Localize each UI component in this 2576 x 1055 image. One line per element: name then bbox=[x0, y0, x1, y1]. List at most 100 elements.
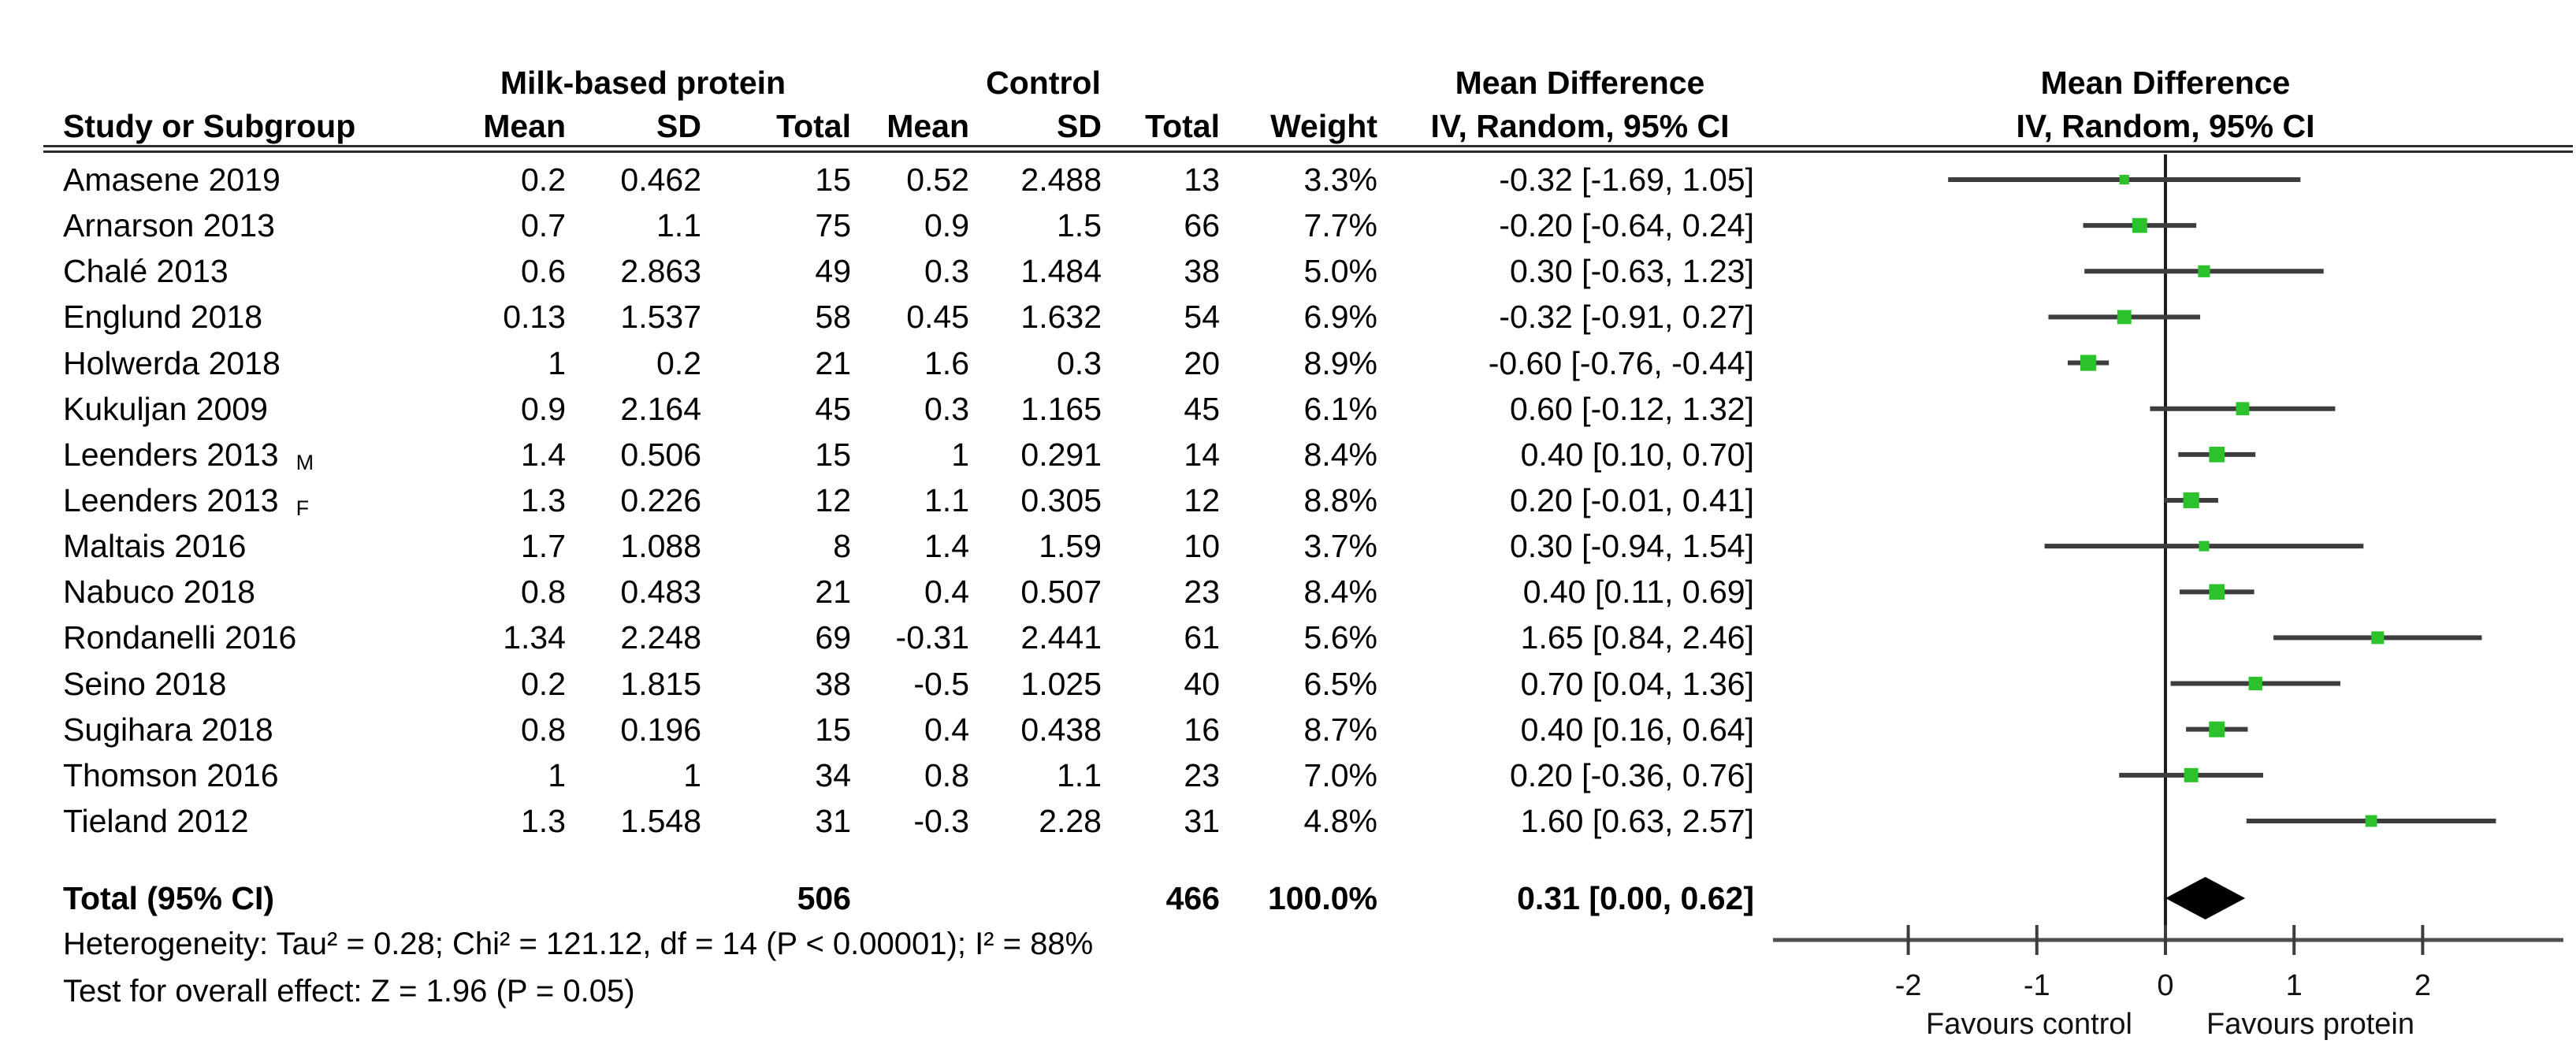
cell-total2: 23 bbox=[1184, 574, 1220, 610]
cell-sd1: 2.164 bbox=[620, 391, 701, 427]
cell-total2: 13 bbox=[1184, 162, 1220, 198]
cell-ci: 0.20 [-0.36, 0.76] bbox=[1509, 757, 1754, 793]
cell-sd1: 2.248 bbox=[620, 619, 701, 656]
study-name: Maltais 2016 bbox=[63, 528, 247, 564]
cell-weight: 3.7% bbox=[1303, 528, 1377, 564]
study-name: Amasene 2019 bbox=[63, 162, 281, 198]
point-estimate-marker bbox=[2198, 265, 2210, 277]
cell-ci: -0.20 [-0.64, 0.24] bbox=[1499, 207, 1754, 243]
cell-ci: 0.70 [0.04, 1.36] bbox=[1520, 666, 1754, 702]
cell-mean1: 0.13 bbox=[503, 299, 566, 335]
cell-mean2: 0.45 bbox=[906, 299, 969, 335]
cell-mean2: 1.4 bbox=[924, 528, 969, 564]
cell-mean1: 1 bbox=[548, 345, 566, 381]
study-subgroup-suffix: F bbox=[296, 496, 310, 520]
cell-total1: 15 bbox=[815, 162, 851, 198]
cell-total1: 75 bbox=[815, 207, 851, 243]
study-name: Seino 2018 bbox=[63, 666, 227, 702]
cell-ci: -0.32 [-0.91, 0.27] bbox=[1499, 299, 1754, 335]
cell-mean1: 0.2 bbox=[521, 162, 566, 198]
cell-mean2: 0.3 bbox=[924, 391, 969, 427]
cell-mean2: 0.8 bbox=[924, 757, 969, 793]
favours-left-label: Favours control bbox=[1926, 1008, 2132, 1041]
cell-total1: 21 bbox=[815, 345, 851, 381]
cell-mean2: 0.4 bbox=[924, 574, 969, 610]
cell-sd2: 0.438 bbox=[1020, 711, 1102, 748]
study-name: Holwerda 2018 bbox=[63, 345, 281, 381]
column-header-sd-protein: SD bbox=[656, 108, 701, 144]
cell-total1: 45 bbox=[815, 391, 851, 427]
cell-weight: 6.1% bbox=[1303, 391, 1377, 427]
cell-ci: -0.60 [-0.76, -0.44] bbox=[1488, 345, 1754, 381]
point-estimate-marker bbox=[2132, 217, 2147, 233]
header-rule-bottom bbox=[43, 150, 2573, 153]
cell-total1: 49 bbox=[815, 253, 851, 289]
md-text-column-header-line2: IV, Random, 95% CI bbox=[1430, 108, 1730, 144]
cell-sd2: 1.632 bbox=[1020, 299, 1102, 335]
cell-sd2: 1.484 bbox=[1020, 253, 1102, 289]
point-estimate-marker bbox=[2236, 402, 2250, 416]
cell-ci: 0.40 [0.11, 0.69] bbox=[1522, 574, 1754, 610]
study-name: Arnarson 2013 bbox=[63, 207, 275, 243]
cell-sd2: 1.025 bbox=[1020, 666, 1102, 702]
heterogeneity-note: Heterogeneity: Tau² = 0.28; Chi² = 121.1… bbox=[63, 927, 1094, 961]
md-plot-column-header-line2: IV, Random, 95% CI bbox=[2016, 108, 2315, 144]
axis-tick-label: 2 bbox=[2414, 969, 2431, 1002]
cell-mean1: 0.6 bbox=[521, 253, 566, 289]
total-row-label: Total (95% CI) bbox=[63, 880, 275, 916]
axis-tick-label: -1 bbox=[2024, 969, 2050, 1002]
cell-sd2: 0.3 bbox=[1057, 345, 1102, 381]
cell-weight: 7.7% bbox=[1303, 207, 1377, 243]
cell-total2: 40 bbox=[1184, 666, 1220, 702]
cell-weight: 6.9% bbox=[1303, 299, 1377, 335]
study-name: Kukuljan 2009 bbox=[63, 391, 268, 427]
cell-total2: 38 bbox=[1184, 253, 1220, 289]
cell-total2: 20 bbox=[1184, 345, 1220, 381]
cell-mean1: 1.3 bbox=[521, 803, 566, 839]
point-estimate-marker bbox=[2183, 492, 2199, 509]
cell-mean2: -0.31 bbox=[895, 619, 969, 656]
overall-effect-note: Test for overall effect: Z = 1.96 (P = 0… bbox=[63, 974, 635, 1009]
point-estimate-marker bbox=[2209, 721, 2225, 737]
total-diamond bbox=[2165, 877, 2246, 919]
study-name: Tieland 2012 bbox=[63, 803, 249, 839]
point-estimate-marker bbox=[2209, 446, 2225, 462]
forest-plot-canvas: -2 -1 0 1 2 Favours control Favours protein bbox=[1773, 154, 2563, 1041]
cell-sd1: 0.2 bbox=[656, 345, 701, 381]
study-name: Rondanelli 2016 bbox=[63, 619, 297, 656]
cell-total2: 45 bbox=[1184, 391, 1220, 427]
cell-total1: 38 bbox=[815, 666, 851, 702]
cell-total2: 12 bbox=[1184, 482, 1220, 518]
md-plot-column-header-line1: Mean Difference bbox=[2040, 65, 2291, 101]
axis-tick-label: -2 bbox=[1895, 969, 1922, 1002]
axis-tick-label: 0 bbox=[2157, 969, 2173, 1002]
cell-mean2: 1.1 bbox=[924, 482, 969, 518]
cell-sd1: 0.226 bbox=[620, 482, 701, 518]
cell-total1: 34 bbox=[815, 757, 851, 793]
cell-sd2: 1.5 bbox=[1057, 207, 1102, 243]
column-header-weight: Weight bbox=[1270, 108, 1377, 144]
cell-total1: 58 bbox=[815, 299, 851, 335]
cell-weight: 8.9% bbox=[1303, 345, 1377, 381]
cell-sd2: 0.305 bbox=[1020, 482, 1102, 518]
cell-total1: 69 bbox=[815, 619, 851, 656]
cell-sd2: 2.28 bbox=[1039, 803, 1102, 839]
cell-mean1: 0.2 bbox=[521, 666, 566, 702]
group-header-control: Control bbox=[986, 65, 1101, 101]
cell-sd1: 1.548 bbox=[620, 803, 701, 839]
cell-mean1: 0.8 bbox=[521, 574, 566, 610]
cell-total2: 31 bbox=[1184, 803, 1220, 839]
point-estimate-marker bbox=[2365, 815, 2377, 827]
cell-ci: -0.32 [-1.69, 1.05] bbox=[1499, 162, 1754, 198]
column-header-mean-protein: Mean bbox=[483, 108, 566, 144]
cell-mean1: 0.9 bbox=[521, 391, 566, 427]
cell-sd2: 2.488 bbox=[1020, 162, 1102, 198]
cell-sd2: 1.1 bbox=[1057, 757, 1102, 793]
cell-mean2: 0.4 bbox=[924, 711, 969, 748]
cell-weight: 4.8% bbox=[1303, 803, 1377, 839]
cell-total1: 31 bbox=[815, 803, 851, 839]
cell-total2: 66 bbox=[1184, 207, 1220, 243]
cell-weight: 5.0% bbox=[1303, 253, 1377, 289]
cell-total2: 14 bbox=[1184, 436, 1220, 473]
